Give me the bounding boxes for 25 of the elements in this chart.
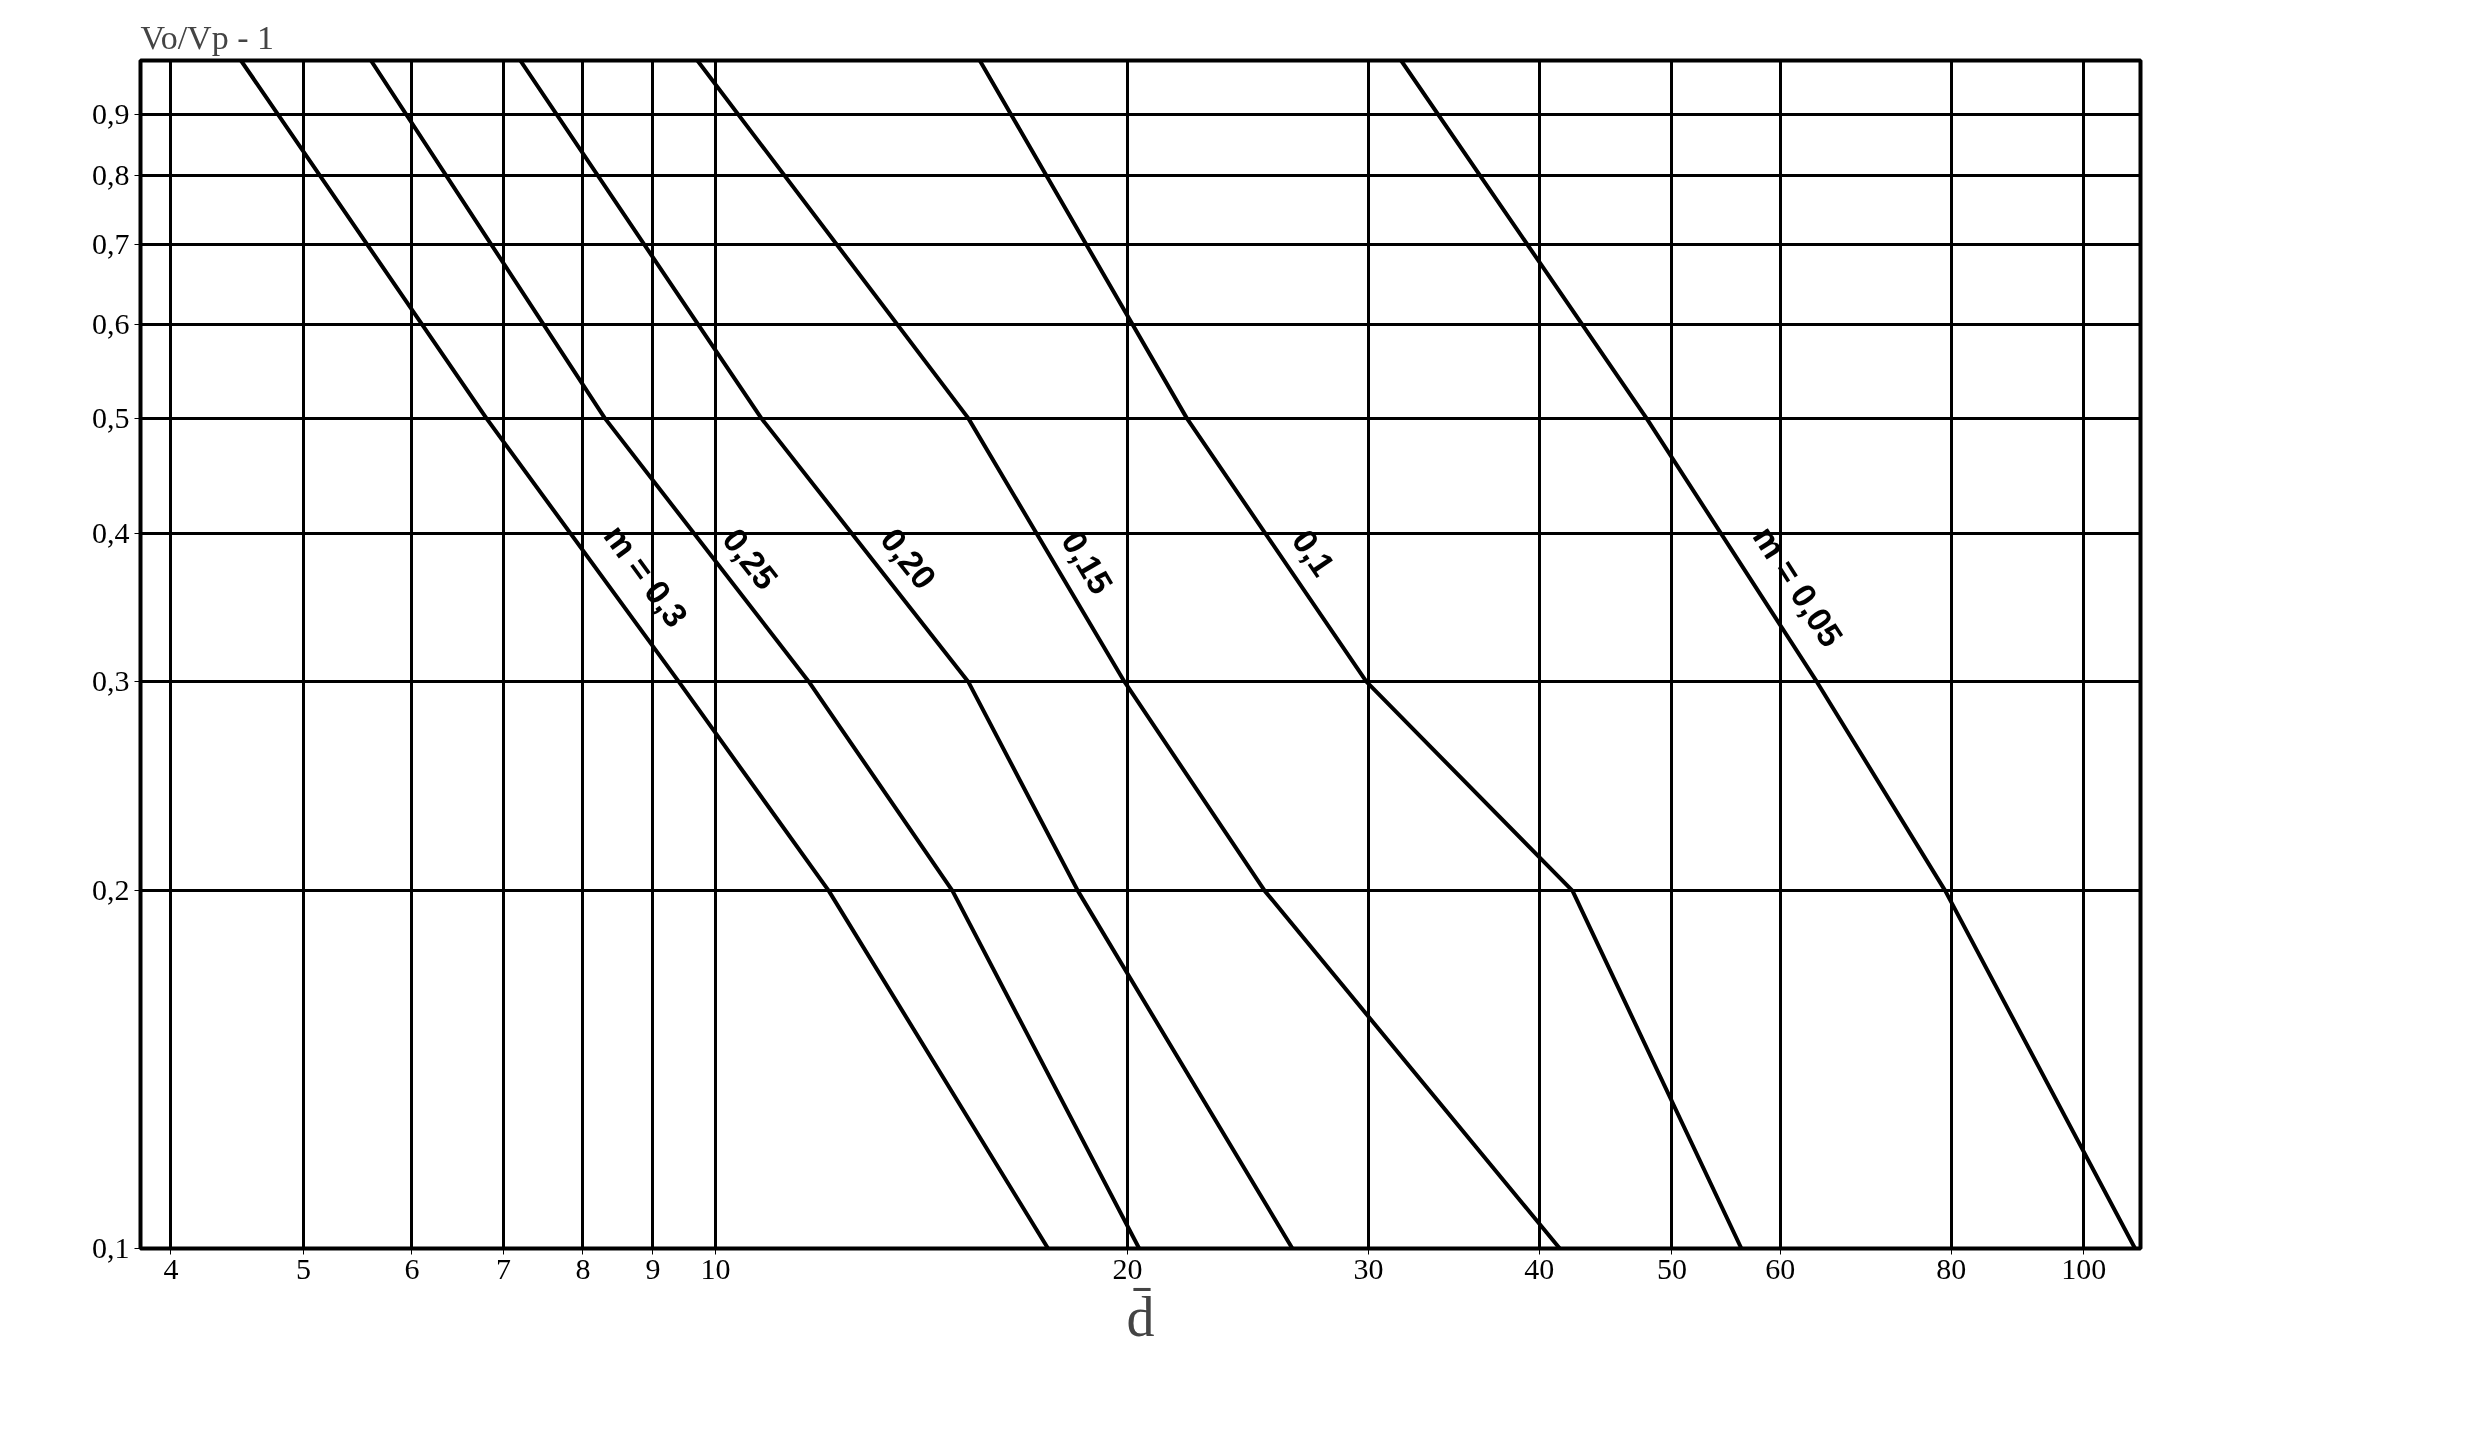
x-axis-title: d̄: [1126, 1285, 1155, 1348]
x-tick-label: 6: [404, 1251, 420, 1285]
y-tick-label: 0,9: [92, 97, 130, 131]
x-tick-label: 8: [575, 1251, 591, 1285]
y-tick-label: 0,1: [92, 1231, 130, 1264]
y-tick-label: 0,4: [92, 515, 130, 549]
x-tick-label: 80: [1936, 1251, 1967, 1285]
x-tick-label: 30: [1353, 1251, 1384, 1285]
x-tick-label: 9: [645, 1251, 661, 1285]
x-tick-label: 50: [1656, 1251, 1687, 1285]
x-tick-label: 10: [700, 1251, 731, 1285]
x-tick-label: 5: [296, 1251, 312, 1285]
x-tick-label: 100: [2061, 1251, 2107, 1285]
y-tick-label: 0,6: [92, 306, 130, 340]
x-tick-label: 60: [1765, 1251, 1796, 1285]
x-tick-label: 7: [496, 1251, 512, 1285]
x-tick-label: 40: [1524, 1251, 1555, 1285]
x-tick-label: 4: [163, 1251, 179, 1285]
y-tick-label: 0,2: [92, 873, 130, 907]
y-tick-label: 0,5: [92, 400, 130, 434]
y-tick-label: 0,7: [92, 227, 130, 261]
y-axis-title: Vo/Vp - 1: [140, 18, 274, 56]
x-tick-label: 20: [1112, 1251, 1143, 1285]
y-tick-label: 0,8: [92, 158, 130, 192]
y-tick-label: 0,3: [92, 664, 130, 698]
